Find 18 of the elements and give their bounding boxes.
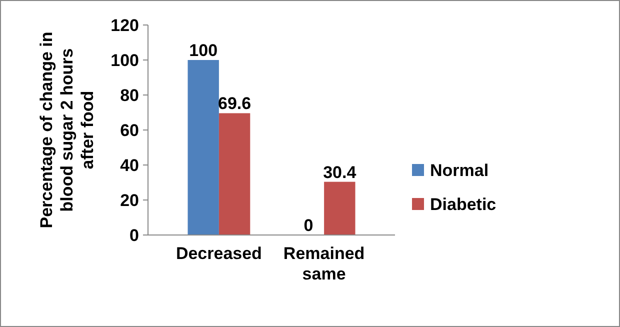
data-label: 0 bbox=[304, 216, 314, 235]
data-label: 30.4 bbox=[323, 162, 357, 182]
y-tick-label: 20 bbox=[120, 190, 139, 210]
y-tick-label: 120 bbox=[110, 16, 139, 35]
y-tick-label: 40 bbox=[120, 156, 139, 175]
bar bbox=[218, 113, 250, 235]
y-axis-title: Percentage of change in blood sugar 2 hours after food bbox=[37, 32, 97, 228]
y-tick-label: 80 bbox=[120, 86, 139, 105]
x-tick-label: Decreased bbox=[176, 244, 262, 263]
legend-label: Diabetic bbox=[430, 194, 496, 214]
y-tick-label: 100 bbox=[110, 50, 139, 70]
y-tick-label: 0 bbox=[130, 226, 139, 245]
y-tick-label: 60 bbox=[120, 120, 139, 140]
bar bbox=[324, 182, 356, 235]
x-tick-label: Remained same bbox=[283, 244, 365, 284]
legend-label: Normal bbox=[430, 160, 489, 180]
bar bbox=[188, 60, 219, 235]
data-label: 100 bbox=[189, 41, 218, 60]
